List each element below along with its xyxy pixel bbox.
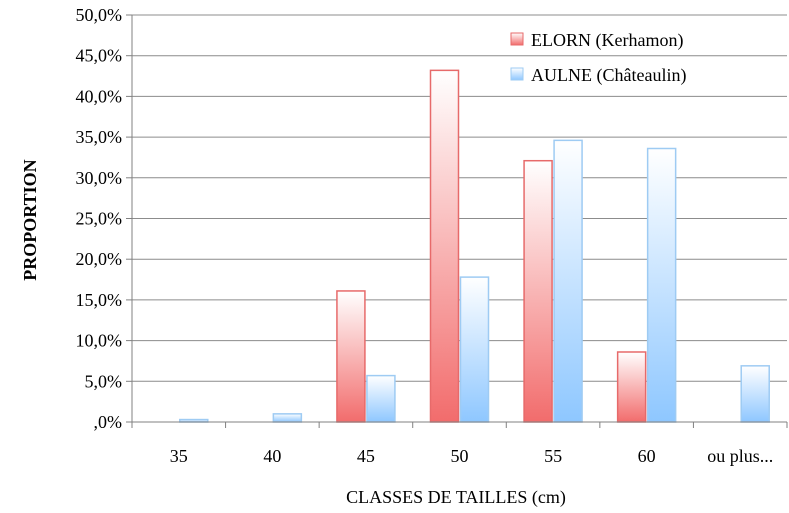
bar-elorn-60 — [616, 351, 647, 423]
legend-label-elorn: ELORN (Kerhamon) — [531, 30, 683, 51]
bar-aulne-50 — [459, 276, 490, 423]
y-tick-label: 5,0% — [85, 371, 123, 391]
bar-aulne-ouplus — [740, 365, 770, 423]
x-tick-label: 60 — [638, 446, 656, 466]
legend-swatch-aulne — [510, 67, 524, 81]
y-tick-label: 25,0% — [76, 209, 123, 229]
bar-aulne-60 — [646, 147, 677, 423]
y-tick-label: 40,0% — [76, 86, 123, 106]
bars — [179, 69, 770, 423]
x-tick-label: 35 — [170, 446, 188, 466]
y-tick-label: 30,0% — [76, 168, 123, 188]
y-tick-label: 10,0% — [76, 331, 123, 351]
y-tick-label: ,0% — [94, 412, 123, 432]
x-tick-label: 55 — [544, 446, 562, 466]
y-tick-label: 20,0% — [76, 249, 123, 269]
bar-elorn-55 — [523, 159, 553, 423]
y-axis-title: PROPORTION — [20, 159, 40, 280]
bar-aulne-40 — [272, 413, 303, 423]
x-tick-label: 45 — [357, 446, 375, 466]
legend-swatch-elorn — [510, 32, 524, 46]
legend-label-aulne: AULNE (Châteaulin) — [531, 65, 686, 86]
y-tick-label: 50,0% — [76, 5, 123, 25]
x-tick-label: 50 — [451, 446, 469, 466]
bar-elorn-50 — [429, 69, 460, 423]
y-tick-label: 45,0% — [76, 46, 123, 66]
y-tick-labels: ,0% 5,0% 10,0% 15,0% 20,0% 25,0% 30,0% 35,0% 40,… — [76, 5, 123, 432]
x-axis-title: CLASSES DE TAILLES (cm) — [346, 487, 566, 508]
x-tick-label: 40 — [263, 446, 281, 466]
y-tick-label: 35,0% — [76, 127, 123, 147]
gridlines — [132, 14, 787, 382]
legend: ELORN (Kerhamon) AULNE (Châteaulin) — [510, 30, 686, 86]
bar-aulne-45 — [366, 374, 396, 423]
y-tick-label: 15,0% — [76, 290, 123, 310]
bar-aulne-55 — [553, 139, 583, 423]
axes — [126, 14, 788, 428]
x-tick-labels: 35 40 45 50 55 60 ou plus... — [170, 446, 773, 466]
x-tick-label: ou plus... — [707, 446, 773, 466]
bar-elorn-45 — [336, 290, 366, 423]
